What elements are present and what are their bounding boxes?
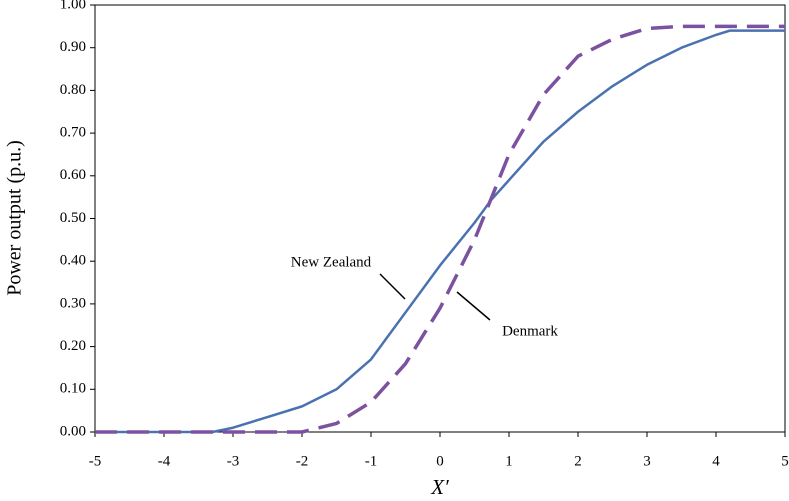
x-tick-label: -5	[89, 453, 102, 469]
x-axis-label: X′	[430, 475, 449, 499]
y-tick-label: 0.00	[60, 423, 86, 439]
data-line	[95, 24, 785, 434]
data-line	[95, 29, 785, 434]
annotation-leader	[456, 291, 491, 321]
y-tick-label: 0.60	[60, 167, 86, 183]
x-tick-label: -2	[296, 453, 309, 469]
y-tick-label: 0.30	[60, 295, 86, 311]
x-tick-label: -1	[365, 453, 378, 469]
y-tick-label: 0.10	[60, 381, 86, 397]
x-tick-label: 0	[436, 453, 444, 469]
y-axis-label: Power output (p.u.)	[4, 140, 26, 296]
plot-frame	[94, 4, 786, 433]
y-tick-label: 0.80	[60, 82, 86, 98]
y-tick-label: 1.00	[60, 0, 86, 12]
annotation: Denmark	[502, 323, 558, 339]
y-tick-label: 0.40	[60, 253, 86, 269]
x-tick-label: 2	[574, 453, 582, 469]
y-tick-label: 0.20	[60, 338, 86, 354]
x-tick-label: 4	[712, 453, 720, 469]
y-tick-label: 0.70	[60, 125, 86, 141]
x-tick-label: 1	[505, 453, 513, 469]
y-tick-label: 0.50	[60, 210, 86, 226]
annotation-leader	[379, 273, 406, 300]
x-tick-label: -4	[158, 453, 171, 469]
x-tick-label: -3	[227, 453, 240, 469]
annotation: New Zealand	[291, 254, 372, 270]
x-tick-label: 3	[643, 453, 651, 469]
y-tick-label: 0.90	[60, 39, 86, 55]
x-tick-label: 5	[781, 453, 789, 469]
